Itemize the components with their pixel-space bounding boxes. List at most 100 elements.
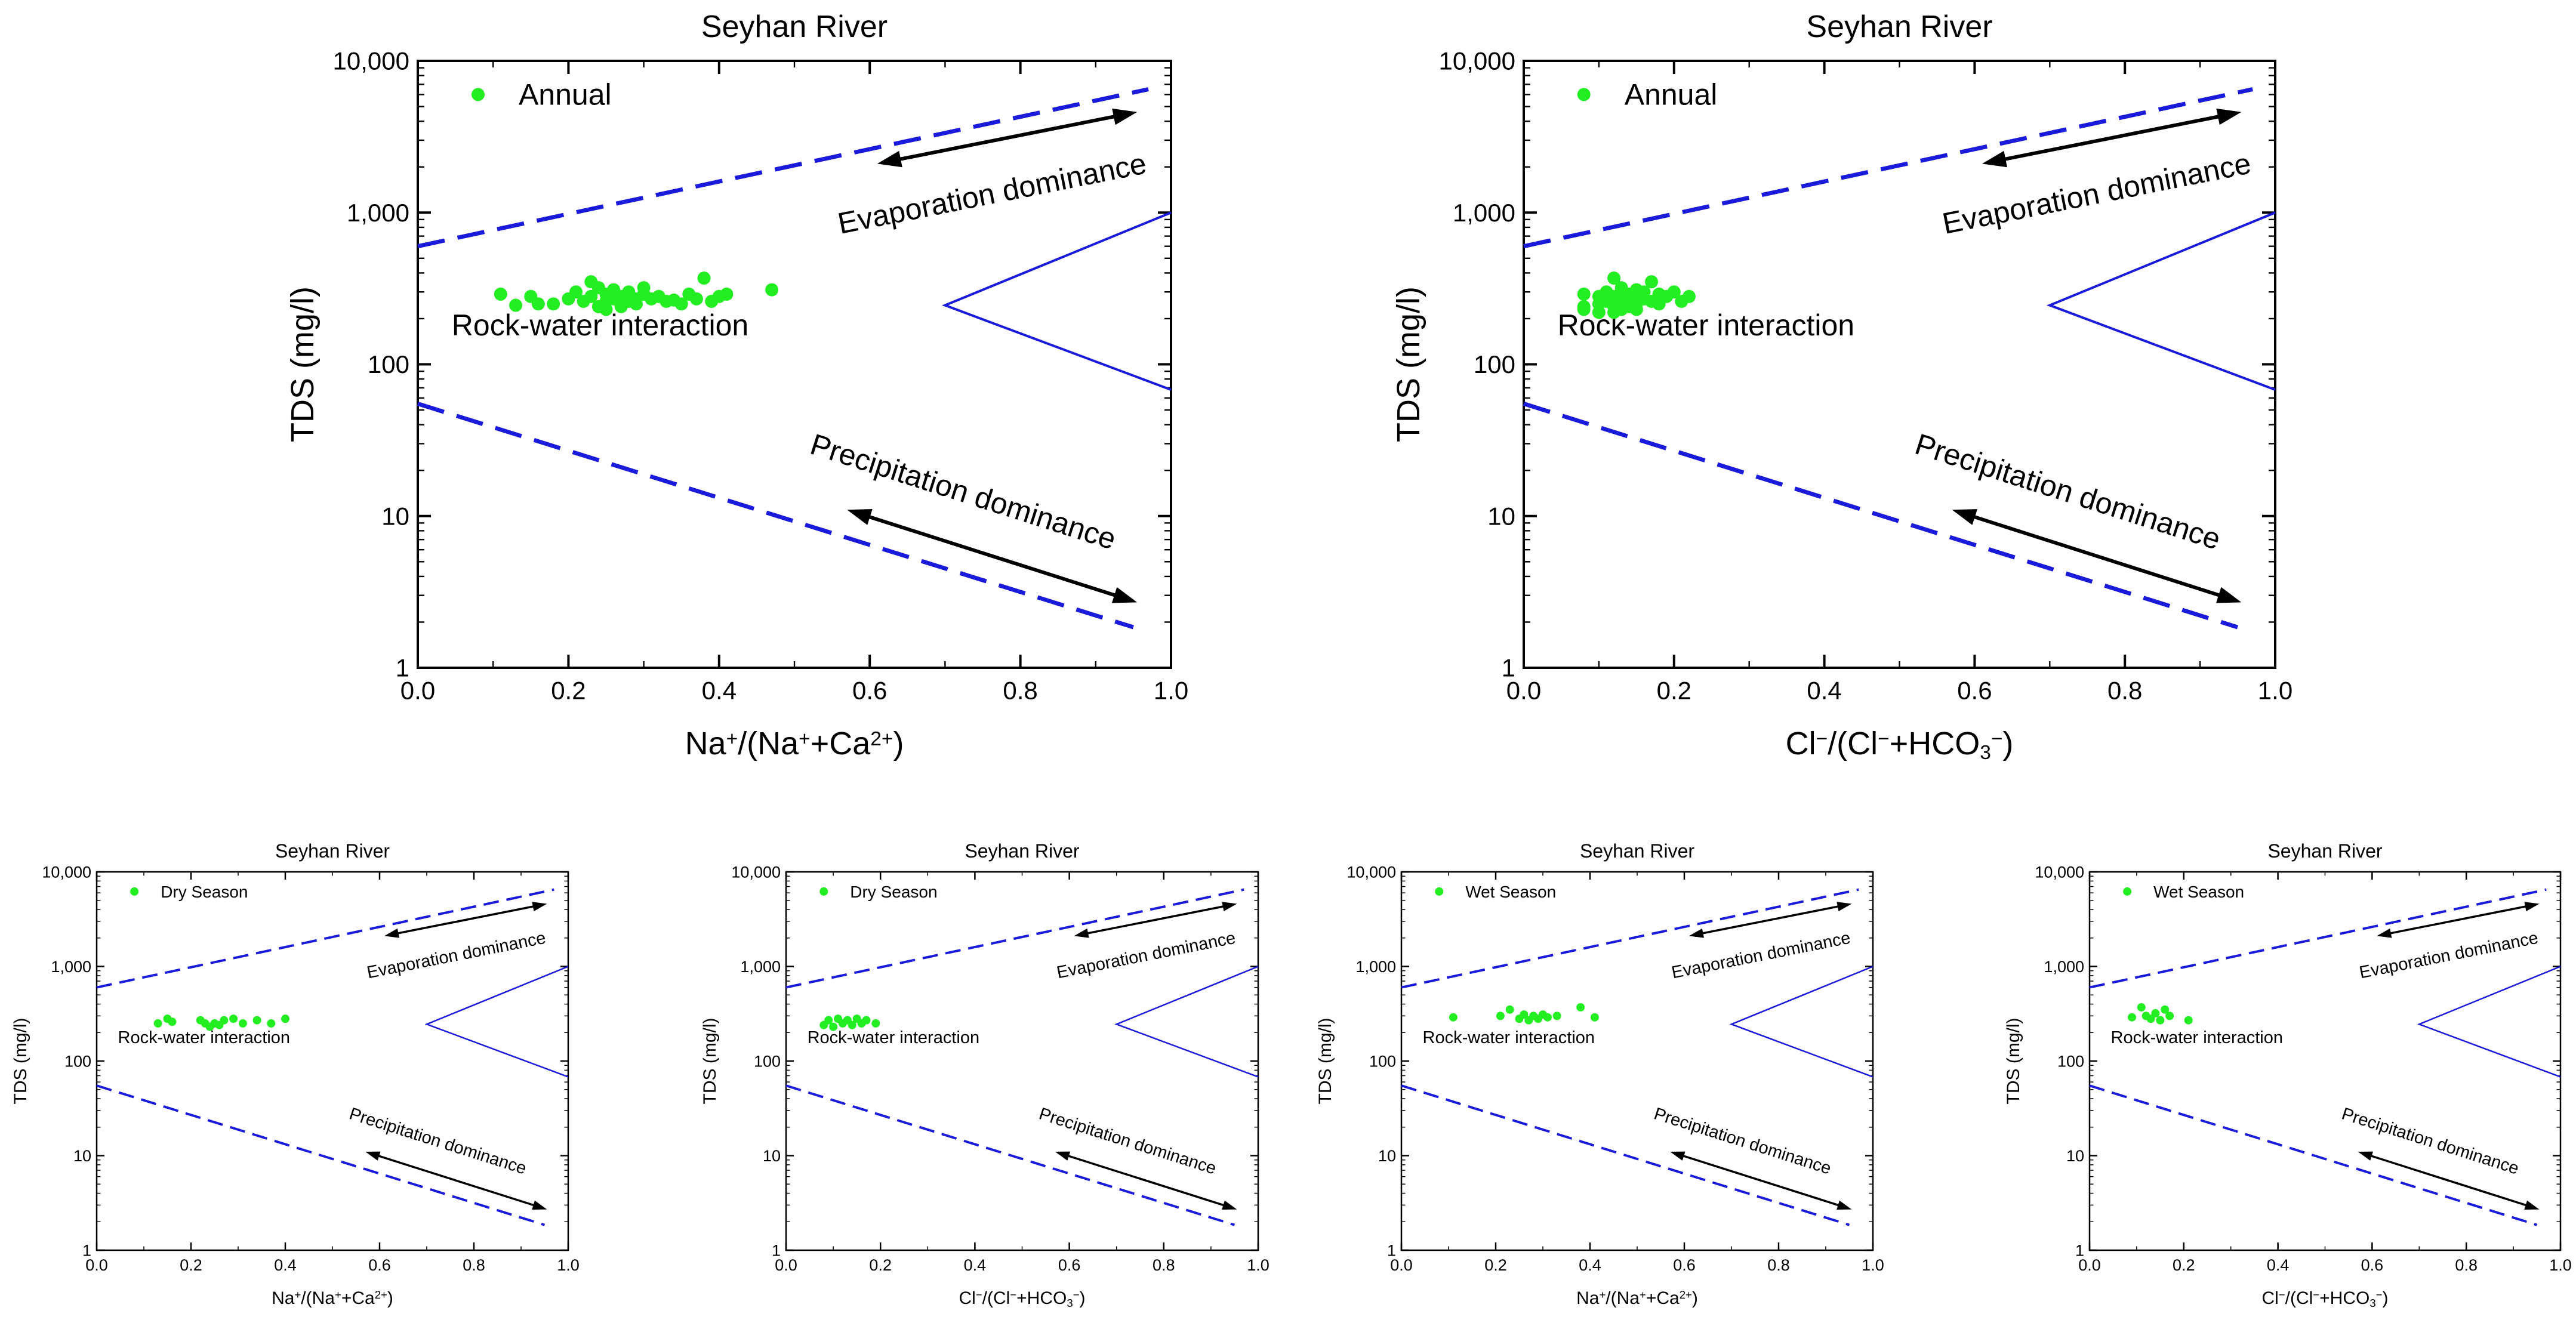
x-axis-label-part: Cl — [2261, 1288, 2278, 1308]
arrow-head-end — [1837, 1200, 1852, 1210]
chart-panel-dry-na: Seyhan River 1 10 100 1,000 10,000 0.0 0.2 0.4 0.… — [11, 840, 580, 1308]
y-tick-label: 100 — [1474, 350, 1515, 378]
arrow-head-start — [1982, 150, 2007, 168]
x-tick-label: 0.0 — [400, 677, 435, 705]
y-tick-label: 100 — [754, 1052, 781, 1070]
data-point — [871, 1019, 880, 1028]
y-tick-label: 100 — [2057, 1052, 2084, 1070]
x-axis-label-part: − — [1816, 728, 1828, 750]
x-axis-label-part: /(Cl — [2285, 1288, 2313, 1308]
chart-title: Seyhan River — [965, 840, 1079, 862]
y-tick-label: 10 — [2066, 1147, 2084, 1165]
x-axis-label-part: Cl — [959, 1288, 975, 1308]
x-axis-label: Na+/(Na++Ca2+) — [272, 1288, 393, 1308]
arrow-head-end — [532, 1200, 547, 1210]
chart-title: Seyhan River — [1806, 10, 1992, 44]
data-point — [848, 1020, 856, 1029]
x-axis-label-part: 2+ — [375, 1288, 387, 1301]
x-axis-label-part: 3 — [2369, 1297, 2375, 1309]
arrow-head-start — [2377, 928, 2392, 938]
x-axis-label-part: /(Na — [738, 726, 799, 761]
data-point — [1576, 1003, 1585, 1012]
x-axis-label-part: − — [1073, 1288, 1080, 1301]
rock-water-interaction-label: Rock-water interaction — [452, 309, 748, 342]
x-tick-label: 0.0 — [85, 1256, 108, 1274]
y-axis-label: TDS (mg/l) — [11, 1018, 30, 1105]
evaporation-arrow — [877, 108, 1138, 168]
arrow-head-end — [1222, 1200, 1237, 1210]
data-point — [153, 1019, 162, 1028]
arrow-shaft — [376, 1154, 537, 1207]
x-tick-label: 0.6 — [1673, 1256, 1696, 1274]
data-point — [720, 287, 734, 301]
arrow-shaft — [2368, 1154, 2529, 1207]
data-point — [584, 289, 598, 303]
arrow-head-end — [1111, 587, 1138, 603]
data-point — [1607, 272, 1621, 285]
x-axis-label-part: + — [726, 728, 738, 750]
data-point — [281, 1014, 289, 1023]
x-tick-label: 1.0 — [557, 1256, 580, 1274]
evaporation-arrow — [384, 902, 547, 938]
x-tick-label: 0.8 — [2107, 677, 2142, 705]
data-point — [220, 1016, 229, 1025]
y-tick-label: 1 — [2075, 1241, 2084, 1259]
data-point — [1449, 1013, 1458, 1022]
data-point — [1645, 275, 1659, 289]
evaporation-dominance-label: Evaporation dominance — [835, 146, 1149, 240]
x-tick-label: 0.0 — [1506, 677, 1541, 705]
x-axis-label-part: Na — [1576, 1288, 1600, 1308]
y-tick-label: 1,000 — [347, 199, 409, 227]
x-tick-label: 0.2 — [2173, 1256, 2195, 1274]
data-point — [509, 298, 523, 312]
data-point — [1505, 1005, 1514, 1014]
y-tick-label: 10,000 — [1439, 47, 1515, 75]
chart-panel-wet-na: Seyhan River 1 10 100 1,000 10,000 0.0 0.2 0.4 0.… — [1315, 840, 1884, 1308]
x-tick-label: 0.2 — [180, 1256, 202, 1274]
arrow-shaft — [864, 514, 1120, 599]
data-point — [2151, 1009, 2160, 1017]
chart-panel-annual-cl: Seyhan River 1 10 100 1,000 10,000 0.0 0.2 0.4 0.… — [1391, 10, 2292, 764]
x-axis-label: Cl−/(Cl−+HCO3−) — [959, 1288, 1085, 1309]
y-tick-label: 10,000 — [731, 863, 781, 881]
x-tick-label: 0.4 — [702, 677, 737, 705]
x-axis-label-part: + — [1640, 1288, 1646, 1301]
rock-water-interaction-label: Rock-water interaction — [1558, 309, 1854, 342]
rock-water-interaction-label: Rock-water interaction — [2111, 1028, 2284, 1047]
x-tick-label: 0.4 — [274, 1256, 297, 1274]
x-axis-label-part: 2+ — [1680, 1288, 1692, 1301]
y-tick-label: 10,000 — [333, 47, 409, 75]
y-tick-label: 100 — [368, 350, 409, 378]
legend-label: Wet Season — [1465, 883, 1556, 901]
x-axis-label-part: ) — [2002, 726, 2013, 761]
y-tick-label: 1,000 — [740, 958, 781, 976]
y-axis-label: TDS (mg/l) — [1391, 286, 1426, 442]
data-point — [1629, 303, 1643, 316]
y-axis-label: TDS (mg/l) — [700, 1018, 720, 1105]
x-tick-label: 1.0 — [2258, 677, 2292, 705]
data-point — [2137, 1003, 2146, 1012]
x-axis-label-part: + — [1599, 1288, 1606, 1301]
x-axis-label-part: /(Cl — [982, 1288, 1010, 1308]
x-axis-label-part: − — [2279, 1288, 2285, 1301]
legend-marker — [1435, 887, 1444, 896]
data-point — [1592, 306, 1606, 319]
arrow-head-start — [1670, 1151, 1686, 1161]
x-tick-label: 0.6 — [852, 677, 887, 705]
evaporation-boundary-line — [417, 87, 1149, 249]
y-tick-label: 10 — [381, 502, 409, 530]
precipitation-dominance-label: Precipitation dominance — [2339, 1104, 2521, 1178]
x-axis-label-part: ) — [1080, 1288, 1086, 1308]
arrow-shaft — [1065, 1154, 1227, 1207]
data-point — [765, 283, 779, 297]
x-axis-label-part: /(Na — [1606, 1288, 1640, 1308]
y-axis-label: TDS (mg/l) — [285, 286, 321, 442]
evaporation-boundary-line — [96, 888, 554, 989]
x-axis-label-part: ) — [1692, 1288, 1698, 1308]
chart-panel-annual-na: Seyhan River 1 10 100 1,000 10,000 0.0 0.2 0.4 0.… — [285, 10, 1188, 761]
arrow-head-start — [1074, 928, 1089, 938]
legend-label: Wet Season — [2153, 883, 2244, 901]
arrow-head-start — [877, 150, 902, 168]
data-point — [1543, 1013, 1552, 1022]
